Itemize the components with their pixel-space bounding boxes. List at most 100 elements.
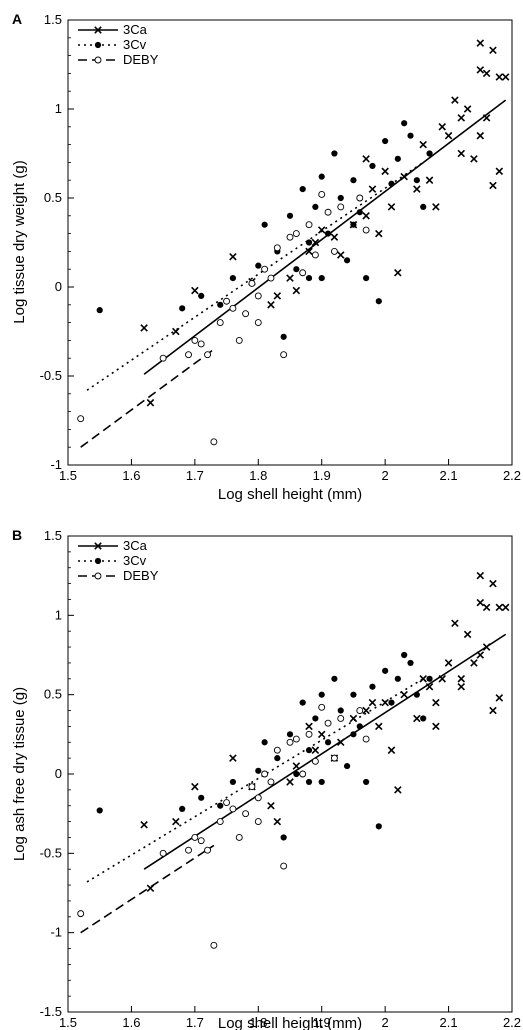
point-deby xyxy=(299,269,307,277)
point-3ca xyxy=(375,722,383,731)
legend-marker-deby xyxy=(94,572,102,580)
point-3ca xyxy=(267,801,275,810)
x-tick-label: 2.1 xyxy=(440,468,458,483)
point-3cv xyxy=(426,675,433,682)
point-3ca xyxy=(330,233,339,241)
panel-a: A 1.5 1.6 1.7 1.8 1.9 2 2.1 2.2 -1 -0.5 0 0.5 1 1.5 3… xyxy=(11,11,521,503)
y-tick-label: 0.5 xyxy=(44,687,62,702)
point-3ca xyxy=(457,114,466,122)
point-3ca xyxy=(349,714,358,723)
point-3cv xyxy=(312,203,319,210)
point-3cv xyxy=(324,739,332,746)
point-deby xyxy=(286,738,294,746)
point-3ca xyxy=(286,778,294,786)
point-deby xyxy=(311,251,319,259)
point-3cv xyxy=(375,823,382,830)
point-3ca xyxy=(140,324,148,332)
point-3ca xyxy=(336,251,345,259)
point-deby xyxy=(330,754,338,762)
point-3ca xyxy=(463,630,472,639)
legend-marker-3cv xyxy=(94,41,102,49)
point-3cv xyxy=(274,755,281,762)
x-tick-label: 1.6 xyxy=(122,1015,140,1030)
point-3ca xyxy=(432,722,440,731)
point-deby xyxy=(242,310,250,318)
point-3ca xyxy=(425,176,434,184)
point-3cv xyxy=(299,186,306,193)
point-3ca xyxy=(457,675,466,683)
point-3cv xyxy=(305,747,313,754)
point-3ca xyxy=(495,694,504,702)
point-deby xyxy=(185,846,192,854)
point-3cv xyxy=(369,683,376,690)
point-deby xyxy=(362,226,370,234)
point-deby xyxy=(254,292,262,300)
point-deby xyxy=(356,707,364,714)
point-3cv xyxy=(413,177,420,184)
point-deby xyxy=(242,810,250,818)
x-tick-label: 1.5 xyxy=(59,468,77,483)
x-tick-label: 1.7 xyxy=(186,1015,204,1030)
point-3cv xyxy=(331,675,338,682)
point-3cv xyxy=(261,739,268,746)
y-tick-label: -0.5 xyxy=(40,368,62,383)
point-deby xyxy=(318,703,326,711)
point-deby xyxy=(280,862,288,870)
point-deby xyxy=(362,735,370,743)
point-3ca xyxy=(495,73,504,81)
x-tick-label: 2 xyxy=(382,468,389,483)
point-3cv xyxy=(350,731,357,738)
point-3cv xyxy=(331,150,338,157)
y-tick-label: -1 xyxy=(50,925,62,940)
point-3ca xyxy=(482,643,491,651)
point-3cv xyxy=(337,194,344,202)
point-deby xyxy=(159,354,167,362)
point-3cv xyxy=(401,651,408,659)
point-3ca xyxy=(482,69,491,78)
point-3ca xyxy=(413,714,421,723)
point-deby xyxy=(305,730,313,738)
point-3ca xyxy=(457,149,466,158)
point-3ca xyxy=(368,698,377,707)
point-3cv xyxy=(305,778,313,786)
point-3cv xyxy=(407,659,414,667)
point-3cv xyxy=(299,699,306,706)
point-3ca xyxy=(451,619,459,628)
point-3ca xyxy=(336,738,345,747)
point-3ca xyxy=(191,286,199,295)
panel-b-points xyxy=(77,571,510,949)
point-deby xyxy=(286,233,294,241)
point-deby xyxy=(248,783,256,791)
point-3cv xyxy=(356,723,363,730)
point-deby xyxy=(318,190,326,198)
point-3ca xyxy=(476,598,485,607)
point-3ca xyxy=(375,229,383,238)
point-3ca xyxy=(311,746,320,754)
point-3ca xyxy=(438,123,446,131)
point-3ca xyxy=(394,268,402,277)
point-3ca xyxy=(305,247,313,256)
point-deby xyxy=(223,799,231,807)
point-3ca xyxy=(191,782,199,791)
panel-b-fit-lines xyxy=(80,633,507,934)
x-tick-label: 2.2 xyxy=(503,468,521,483)
point-3ca xyxy=(432,203,440,211)
point-3ca xyxy=(482,603,491,612)
point-3cv xyxy=(293,266,300,273)
point-deby xyxy=(229,805,237,813)
point-3ca xyxy=(470,155,478,163)
point-3cv xyxy=(363,778,370,786)
panel-b-y-axis-label: Log ash free dry tissue (g) xyxy=(11,687,28,861)
fit-line-3ca xyxy=(143,633,507,870)
point-deby xyxy=(261,770,269,778)
point-3ca xyxy=(292,286,301,295)
y-tick-label: 0 xyxy=(55,279,62,294)
point-deby xyxy=(261,265,269,273)
y-tick-label: -0.5 xyxy=(40,845,62,860)
point-3cv xyxy=(394,675,401,682)
point-deby xyxy=(324,208,332,216)
point-3cv xyxy=(96,807,103,814)
point-3cv xyxy=(318,691,325,698)
x-tick-label: 1.8 xyxy=(249,468,267,483)
point-3cv xyxy=(407,132,414,139)
